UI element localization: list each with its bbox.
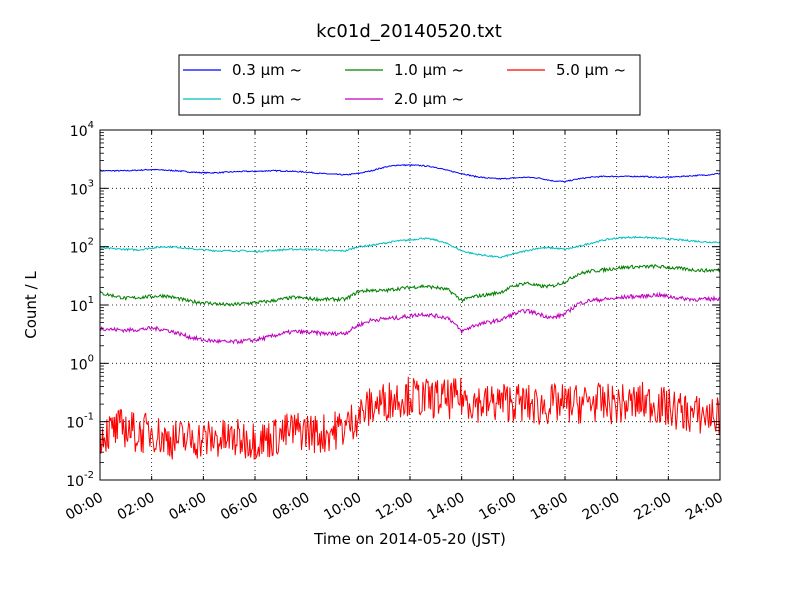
- chart-title: kc01d_20140520.txt: [316, 21, 502, 42]
- y-tick-label: 10-2: [66, 470, 94, 490]
- series-line: [100, 264, 720, 307]
- legend-label: 1.0 μm ~: [394, 61, 464, 79]
- y-tick-label: 103: [70, 178, 94, 198]
- series-line: [100, 291, 720, 345]
- legend-label: 0.5 μm ~: [232, 90, 302, 108]
- series-line: [100, 376, 720, 460]
- y-tick-label: 10-1: [66, 412, 94, 432]
- legend-box: [178, 54, 641, 116]
- y-tick-labels: 10-2 10-1 100 101 102 103 104: [66, 120, 94, 490]
- legend-label: 5.0 μm ~: [556, 61, 626, 79]
- y-axis-label: Count / L: [22, 271, 40, 339]
- y-tick-label: 104: [70, 120, 94, 140]
- y-tick-label: 101: [70, 295, 94, 315]
- legend: 0.3 μm ~ 0.5 μm ~ 1.0 μm ~ 2.0 μm ~ 5.0 μm ~: [178, 54, 641, 116]
- y-tick-label: 102: [70, 237, 94, 257]
- y-tick-label: 100: [70, 353, 94, 373]
- x-axis-label: Time on 2014-05-20 (JST): [313, 530, 506, 548]
- series-line: [100, 163, 720, 183]
- ticks: [99, 129, 721, 481]
- legend-label: 2.0 μm ~: [394, 90, 464, 108]
- series-layer: [100, 163, 720, 460]
- legend-label: 0.3 μm ~: [232, 61, 302, 79]
- series-line: [100, 235, 720, 259]
